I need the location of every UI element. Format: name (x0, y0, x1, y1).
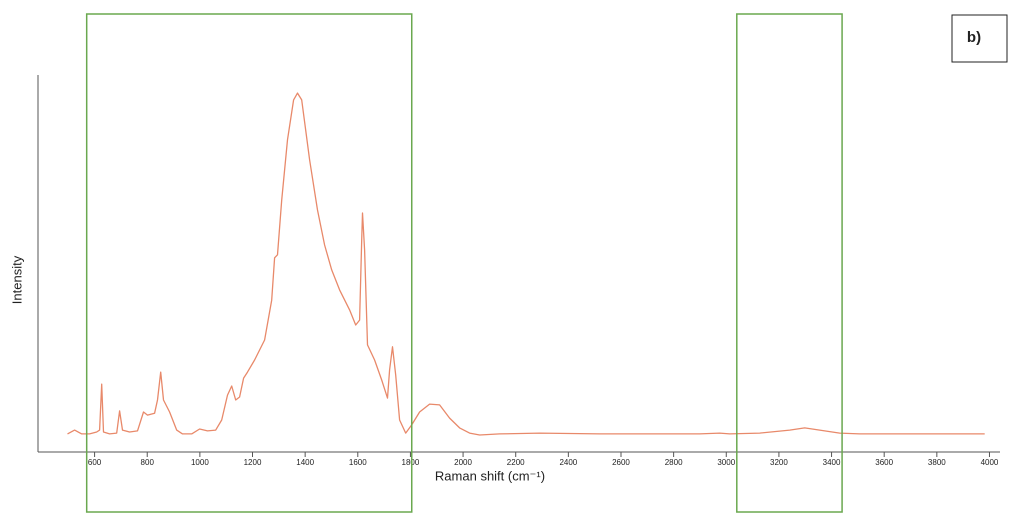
x-tick-label: 1600 (349, 458, 367, 467)
x-tick-label: 2200 (507, 458, 525, 467)
x-tick-label: 600 (88, 458, 102, 467)
x-tick-label: 3200 (770, 458, 788, 467)
annotation-box (951, 14, 1008, 63)
highlight-region (85, 13, 413, 513)
x-tick-label: 3600 (875, 458, 893, 467)
spectrum-line (67, 92, 985, 436)
x-tick-label: 3800 (928, 458, 946, 467)
x-tick-label: 2000 (454, 458, 472, 467)
highlight-region (736, 13, 843, 513)
x-tick-label: 3400 (823, 458, 841, 467)
x-tick-label: 1800 (402, 458, 420, 467)
x-axis-label: Raman shift (cm⁻¹) (435, 468, 545, 483)
x-tick-label: 2400 (559, 458, 577, 467)
x-tick-label: 800 (141, 458, 155, 467)
x-tick-label: 1200 (244, 458, 262, 467)
y-axis-label: Intensity (9, 255, 24, 304)
x-tick-label: 1400 (296, 458, 314, 467)
x-tick-label: 2800 (665, 458, 683, 467)
x-tick-label: 1000 (191, 458, 209, 467)
x-tick-label: 4000 (981, 458, 999, 467)
x-tick-label: 3000 (717, 458, 735, 467)
x-tick-label: 2600 (612, 458, 630, 467)
annotation: b) (967, 29, 981, 46)
